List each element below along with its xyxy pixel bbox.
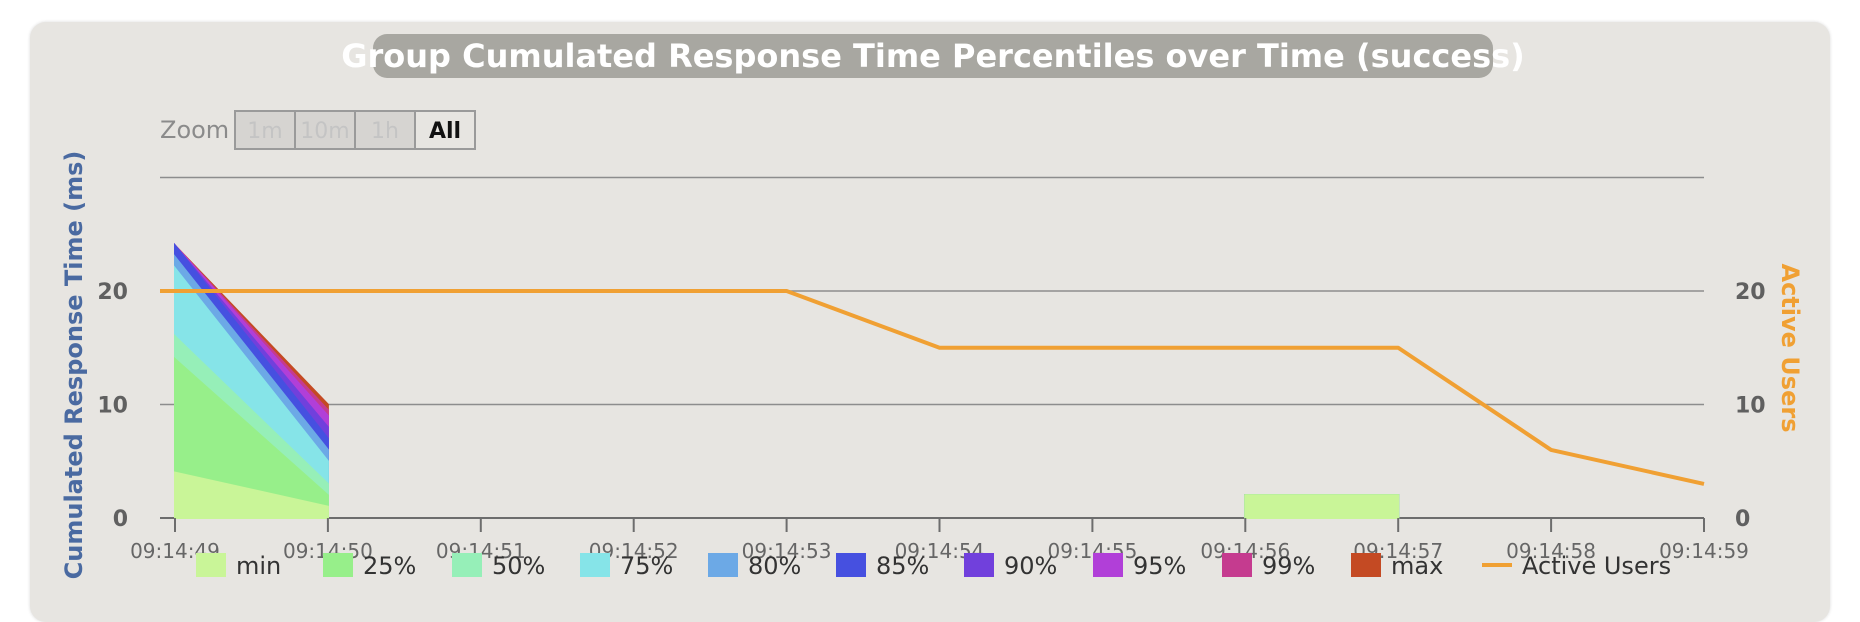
legend-swatch-99pct xyxy=(1222,553,1252,577)
legend-label: min xyxy=(236,552,281,580)
y-tick-label: 20 xyxy=(97,280,128,305)
x-tick-label: 09:14:58 xyxy=(1506,539,1596,563)
y2-tick-label: 10 xyxy=(1735,394,1766,419)
legend-swatch-75pct xyxy=(580,553,610,577)
legend-swatch-95pct xyxy=(1093,553,1123,577)
zoom-label: Zoom xyxy=(160,116,230,144)
legend-swatch-25pct xyxy=(323,553,353,577)
chart-svg: 0 10 20 0 10 20 Cumulated Response Time (ms) Ac… xyxy=(60,151,1804,580)
zoom-button-group: 1m 10m 1h All xyxy=(234,110,476,150)
area-min xyxy=(1244,494,1400,519)
legend-label: 50% xyxy=(492,552,545,580)
legend-swatch-max xyxy=(1351,553,1381,577)
legend-label: 80% xyxy=(748,552,801,580)
y-tick-label: 10 xyxy=(97,394,128,419)
zoom-all-button[interactable]: All xyxy=(414,110,476,150)
x-tick-label: 09:14:59 xyxy=(1659,539,1749,563)
x-tick-label: 09:14:53 xyxy=(742,539,832,563)
legend-swatch-80pct xyxy=(708,553,738,577)
legend-label: 75% xyxy=(620,552,673,580)
legend-swatch-85pct xyxy=(836,553,866,577)
y-tick-label: 0 xyxy=(113,507,128,532)
legend-swatch-50pct xyxy=(452,553,482,577)
x-tick-label: 09:14:55 xyxy=(1047,539,1137,563)
legend-label: max xyxy=(1391,552,1443,580)
legend-label: 95% xyxy=(1133,552,1186,580)
legend-swatch-min xyxy=(196,553,226,577)
legend-label: 85% xyxy=(876,552,929,580)
chart-title-text: Group Cumulated Response Time Percentile… xyxy=(341,37,1525,75)
y2-tick-label: 20 xyxy=(1735,280,1766,305)
chart-title: Group Cumulated Response Time Percentile… xyxy=(341,34,1525,78)
area-min xyxy=(174,471,329,519)
legend-label: Active Users xyxy=(1522,552,1671,580)
y-axis-title: Cumulated Response Time (ms) xyxy=(60,151,88,580)
legend-label: 25% xyxy=(363,552,416,580)
legend-label: 90% xyxy=(1004,552,1057,580)
y2-axis-title: Active Users xyxy=(1776,264,1804,433)
legend-label: 99% xyxy=(1262,552,1315,580)
zoom-1m-button[interactable]: 1m xyxy=(234,110,296,150)
legend-swatch-90pct xyxy=(964,553,994,577)
active-users-line xyxy=(175,289,1705,486)
y2-tick-label: 0 xyxy=(1735,507,1750,532)
